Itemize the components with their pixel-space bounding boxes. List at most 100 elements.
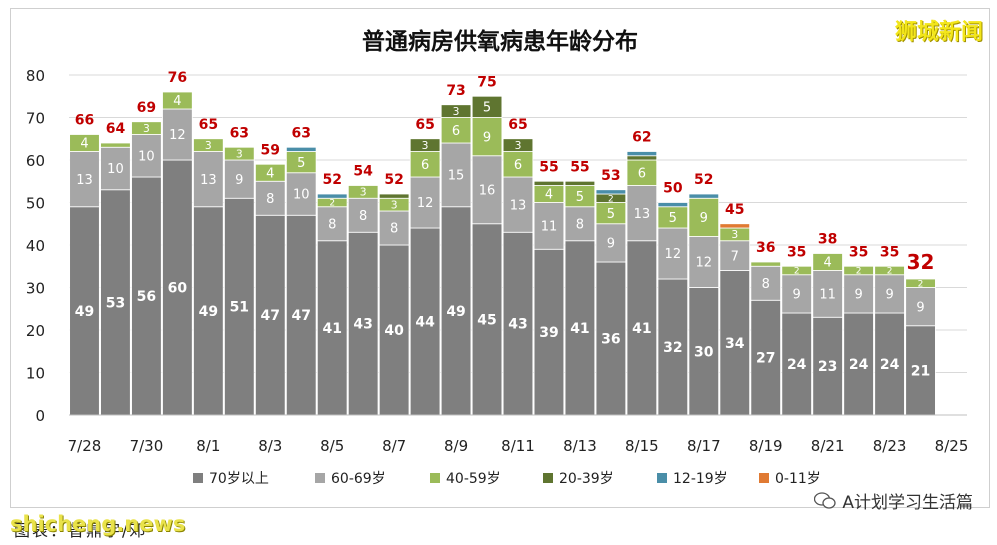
segment-value-label: 8 [328,217,336,232]
bar-segment [781,265,812,276]
chart: 普通病房供氧病患年龄分布 491346653106456103696012476… [26,28,968,487]
segment-value-label: 4 [545,188,553,203]
segment-value-label: 4 [80,137,88,152]
y-tick-label: 70 [26,110,45,128]
segment-value-label: 9 [885,288,893,303]
chart-frame: 普通病房供氧病患年龄分布 49 13 4 66 53 10 64 56 10 3 69 60 12 4 76… [10,8,990,508]
total-label: 52 [322,172,341,188]
bar-segment [100,142,131,148]
bar-segment [626,151,658,157]
total-label: 59 [261,142,280,158]
bar-segment [874,274,905,314]
bar-segment [347,185,379,199]
total-label: 73 [446,83,465,99]
wechat-icon [814,492,837,509]
segment-value-label: 3 [453,105,460,118]
bar-segment [719,270,751,416]
bar-segment [626,240,658,416]
legend-label: 12-19岁 [673,471,728,487]
bar-segment [719,223,751,229]
segment-value-label: 12 [665,247,682,262]
bar-segment [905,278,936,288]
legend-label: 60-69岁 [331,471,386,487]
segment-value-label: 34 [725,336,745,352]
segment-value-label: 2 [794,267,800,277]
chart-caption: 图表：曾鼎宇/邓 [14,521,148,540]
x-tick-label: 8/1 [196,437,220,455]
legend-label: 20-39岁 [559,471,614,487]
segment-value-label: 2 [887,267,893,277]
bar-segment [533,248,565,416]
x-tick-label: 8/11 [501,437,535,455]
bar-segment [285,146,317,152]
bar-segment [162,108,193,161]
segment-value-label: 15 [448,169,465,184]
segment-value-label: 39 [539,325,558,341]
total-label: 45 [725,202,744,218]
brand-logo: 狮城新闻 [894,20,983,45]
bar-segment [347,197,379,233]
total-label: 38 [818,232,837,248]
watermark: shicheng.news [10,512,186,536]
segment-value-label: 3 [236,147,243,160]
segment-value-label: 5 [297,156,305,171]
bar-segment [131,134,162,178]
y-tick-label: 60 [26,152,45,170]
segment-value-label: 2 [608,194,614,204]
bar-segment [193,206,224,416]
bar-segment [502,138,534,152]
total-label: 63 [291,125,310,141]
segment-value-label: 6 [638,166,646,181]
segment-value-label: 36 [601,332,620,348]
bar-segment [750,265,781,301]
bar-segment [440,104,472,118]
x-tick-label: 8/3 [258,437,282,455]
bar-segment [657,202,689,208]
segment-value-label: 9 [916,300,924,315]
segment-value-label: 9 [483,130,491,145]
segment-value-label: 6 [514,158,522,173]
segment-value-label: 47 [261,308,280,324]
segment-value-label: 4 [824,256,832,271]
total-label: 55 [570,159,589,175]
segment-value-label: 3 [422,139,429,152]
segment-value-label: 9 [607,237,615,252]
bar-segment [440,142,472,208]
y-tick-label: 50 [26,195,45,213]
bar-segment [688,236,720,288]
y-tick-label: 0 [35,407,45,425]
bar-segment [843,312,874,416]
bar-segment [688,193,720,199]
legend-swatch [657,473,667,483]
segment-value-label: 4 [266,166,274,181]
segment-value-label: 41 [322,321,341,337]
segment-value-label: 2 [329,199,335,209]
segment-value-label: 32 [663,340,682,356]
bar-segment [255,163,286,182]
bar-segment [378,193,410,199]
total-label: 35 [849,244,868,260]
bar-segment [781,274,812,314]
bar-segment [440,206,472,416]
total-label: 52 [694,172,713,188]
bar-segment [255,214,286,416]
segment-value-label: 12 [696,256,713,271]
segment-value-label: 43 [353,317,372,333]
segment-value-label: 23 [818,359,837,375]
segment-value-label: 53 [106,295,125,311]
bar-segment [285,214,317,416]
segment-value-label: 4 [173,94,181,109]
y-tick-label: 30 [26,280,45,298]
bar-segment [502,151,534,178]
bar-segment [564,180,596,186]
x-tick-label: 8/7 [382,437,406,455]
legend-swatch [759,473,769,483]
wechat-label: A计划学习生活篇 [842,493,973,513]
total-label: 36 [756,240,775,256]
segment-value-label: 49 [199,304,218,320]
segment-value-label: 5 [607,207,615,222]
total-label: 76 [168,70,187,86]
x-tick-label: 8/5 [320,437,344,455]
bar-segment [502,231,534,416]
segment-value-label: 44 [415,315,435,331]
